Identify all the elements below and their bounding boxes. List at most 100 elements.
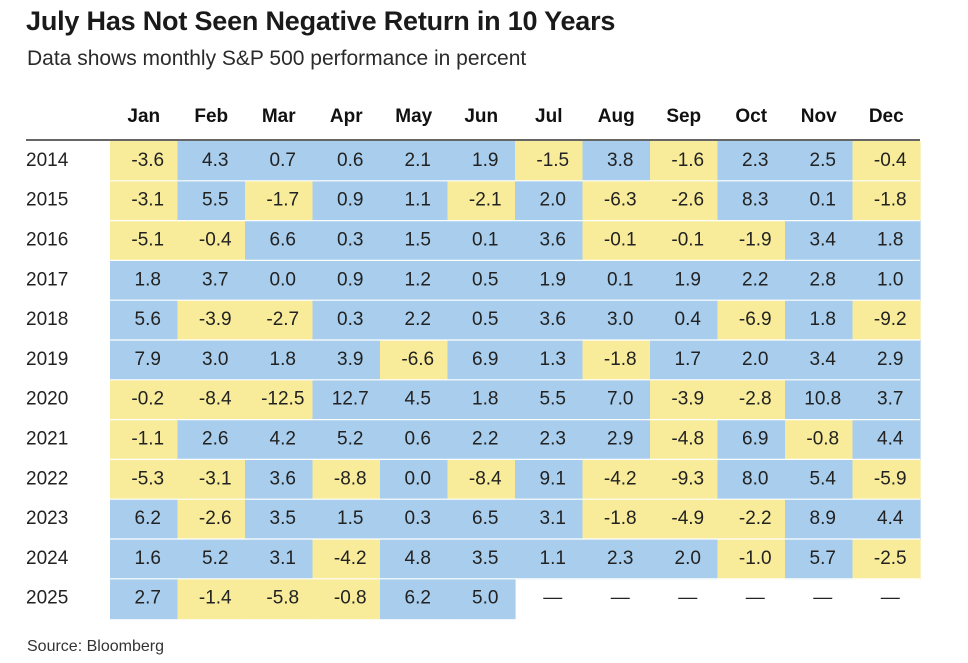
- value-2021-sep: -4.8: [671, 429, 704, 450]
- cell-2021-aug: [582, 419, 651, 460]
- chart-subtitle: Data shows monthly S&P 500 performance i…: [27, 47, 527, 70]
- value-2022-mar: 3.6: [270, 468, 296, 489]
- value-2021-jun: 2.2: [472, 429, 498, 450]
- cell-2019-nov: [785, 340, 854, 381]
- cell-2022-aug: [582, 459, 651, 500]
- value-2023-feb: -2.6: [199, 508, 232, 529]
- value-2018-feb: -3.9: [199, 309, 232, 330]
- cell-2019-may: [380, 340, 449, 381]
- value-2021-jan: -1.1: [131, 429, 164, 450]
- cell-2015-may: [380, 180, 449, 222]
- year-label-2014: 2014: [26, 150, 69, 171]
- cell-2025-apr: [312, 578, 381, 620]
- value-2019-jun: 6.9: [472, 349, 498, 370]
- cell-2024-nov: [785, 539, 854, 580]
- value-2014-apr: 0.6: [337, 150, 363, 171]
- value-2025-aug: —: [611, 588, 630, 609]
- cell-2024-feb: [177, 539, 246, 580]
- value-2018-nov: 1.8: [810, 309, 836, 330]
- value-2019-sep: 1.7: [675, 349, 701, 370]
- cell-2020-sep: [650, 379, 719, 421]
- value-2023-oct: -2.2: [739, 508, 772, 529]
- cell-2023-sep: [650, 499, 719, 540]
- value-2022-nov: 5.4: [810, 468, 837, 489]
- value-2014-jul: -1.5: [536, 150, 569, 171]
- cell-2025-jun: [447, 578, 516, 620]
- value-2017-aug: 0.1: [607, 269, 633, 290]
- value-2025-jan: 2.7: [135, 588, 161, 609]
- value-2020-oct: -2.8: [739, 389, 772, 410]
- value-2024-oct: -1.0: [739, 548, 772, 569]
- value-2017-jan: 1.8: [135, 269, 161, 290]
- cell-2015-oct: [717, 180, 786, 222]
- value-2015-jan: -3.1: [131, 190, 164, 211]
- cell-2014-jan: [110, 141, 179, 182]
- cell-2014-oct: [717, 141, 786, 182]
- value-2018-jan: 5.6: [135, 309, 161, 330]
- value-2015-oct: 8.3: [742, 190, 768, 211]
- cell-2023-jun: [447, 499, 516, 540]
- cell-2021-mar: [245, 419, 314, 460]
- value-2019-feb: 3.0: [202, 349, 228, 370]
- year-label-2016: 2016: [26, 230, 68, 251]
- value-2019-dec: 2.9: [877, 349, 903, 370]
- month-header-sep: Sep: [666, 106, 701, 127]
- value-2024-apr: -4.2: [334, 548, 367, 569]
- chart-title: July Has Not Seen Negative Return in 10 …: [26, 6, 616, 36]
- value-2025-jun: 5.0: [472, 588, 498, 609]
- cell-2025-may: [380, 578, 449, 620]
- value-2018-oct: -6.9: [739, 309, 772, 330]
- value-2023-dec: 4.4: [877, 508, 904, 529]
- cell-2023-dec: [852, 499, 921, 540]
- year-label-2024: 2024: [26, 548, 69, 569]
- value-2017-may: 1.2: [405, 269, 431, 290]
- cell-2019-jun: [447, 340, 516, 381]
- value-2015-mar: -1.7: [266, 190, 299, 211]
- value-2023-aug: -1.8: [604, 508, 637, 529]
- cell-2022-jul: [515, 459, 584, 500]
- value-2017-dec: 1.0: [877, 269, 903, 290]
- value-2016-apr: 0.3: [337, 230, 363, 251]
- cell-2014-nov: [785, 141, 854, 182]
- value-2020-may: 4.5: [405, 389, 431, 410]
- year-label-2019: 2019: [26, 349, 68, 370]
- value-2022-jul: 9.1: [540, 468, 566, 489]
- value-2020-jun: 1.8: [472, 389, 498, 410]
- cell-2016-jan: [110, 220, 179, 261]
- value-2018-sep: 0.4: [675, 309, 702, 330]
- cell-2022-dec: [852, 459, 921, 500]
- value-2023-may: 0.3: [405, 508, 431, 529]
- year-label-2015: 2015: [26, 190, 68, 211]
- cell-2021-jan: [110, 419, 179, 460]
- value-2022-may: 0.0: [405, 468, 431, 489]
- cell-2021-apr: [312, 419, 381, 460]
- cell-2018-sep: [650, 300, 719, 341]
- month-header-may: May: [395, 106, 432, 127]
- cell-2021-nov: [785, 419, 854, 460]
- cell-2019-apr: [312, 340, 381, 381]
- cell-2016-sep: [650, 220, 719, 261]
- value-2023-sep: -4.9: [671, 508, 704, 529]
- value-2021-jul: 2.3: [540, 429, 566, 450]
- value-2015-sep: -2.6: [671, 190, 704, 211]
- year-label-2025: 2025: [26, 588, 68, 609]
- cell-2022-nov: [785, 459, 854, 500]
- value-2020-aug: 7.0: [607, 389, 633, 410]
- cell-2017-jun: [447, 260, 516, 301]
- cell-2019-mar: [245, 340, 314, 381]
- value-2017-sep: 1.9: [675, 269, 701, 290]
- cell-2017-may: [380, 260, 449, 301]
- value-2019-may: -6.6: [401, 349, 434, 370]
- cell-2022-may: [380, 459, 449, 500]
- value-2016-sep: -0.1: [671, 230, 704, 251]
- cell-2024-oct: [717, 539, 786, 580]
- value-2015-may: 1.1: [405, 190, 431, 211]
- value-2019-jan: 7.9: [135, 349, 161, 370]
- cell-2015-nov: [785, 180, 854, 222]
- cell-2015-aug: [582, 180, 651, 222]
- month-header-jul: Jul: [535, 106, 562, 127]
- cell-2016-dec: [852, 220, 921, 261]
- value-2015-feb: 5.5: [202, 190, 228, 211]
- cell-2020-jul: [515, 379, 584, 421]
- cell-2021-oct: [717, 419, 786, 460]
